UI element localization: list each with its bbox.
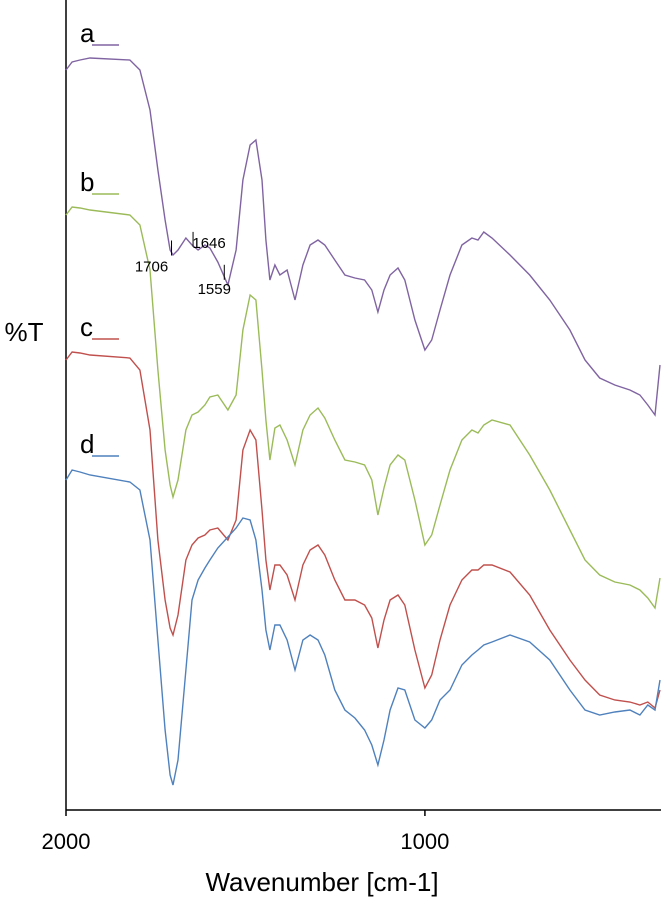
- annotation-label: 1706: [135, 258, 168, 275]
- spectrum-line: [65, 206, 661, 610]
- x-tick-label: 2000: [42, 829, 91, 854]
- annotation-label: 1646: [192, 235, 225, 252]
- annotation-label: 1559: [198, 281, 231, 298]
- legend-label: a: [80, 18, 95, 48]
- legend-label: b: [80, 167, 94, 197]
- x-tick-label: 1000: [400, 829, 449, 854]
- spectrum-line: [65, 57, 661, 417]
- spectrum-line: [65, 469, 661, 786]
- y-axis-label: %T: [5, 317, 44, 347]
- legend-label: c: [80, 312, 93, 342]
- x-axis-label: Wavenumber [cm-1]: [205, 867, 438, 897]
- spectrum-line: [65, 351, 661, 710]
- legend-label: d: [80, 429, 94, 459]
